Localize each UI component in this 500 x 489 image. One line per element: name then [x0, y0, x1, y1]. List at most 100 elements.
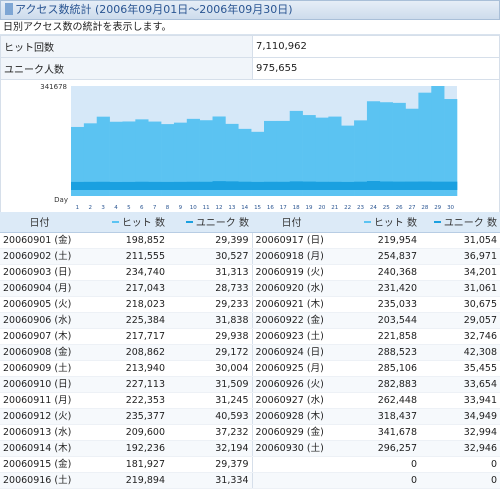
x-tick-label: 19: [306, 205, 313, 211]
date-cell: 20060919 (火): [252, 264, 331, 281]
hits-bar: [173, 122, 188, 196]
uniques-cell: 30,675: [420, 296, 500, 313]
hits-bar: [225, 123, 239, 196]
hits-cell: 219,894: [79, 472, 168, 489]
uniques-bar: [431, 181, 445, 190]
uniques-bar: [186, 181, 200, 190]
date-cell: 20060905 (火): [0, 296, 79, 313]
uniques-legend-icon: [185, 221, 193, 224]
summary-value: 975,655: [252, 57, 500, 80]
uniques-cell: 29,399: [168, 232, 253, 249]
hits-bar: [96, 116, 110, 196]
date-cell: 20060910 (日): [0, 376, 79, 393]
uniques-bar: [354, 181, 368, 190]
hits-cell: 217,043: [79, 280, 168, 297]
page-description: 日別アクセス数の統計を表示します。: [0, 20, 500, 35]
hits-cell: 211,555: [79, 248, 168, 265]
date-cell: [252, 472, 331, 489]
date-cell: 20060902 (土): [0, 248, 79, 265]
col-header-uniques: ユニーク 数: [420, 212, 500, 233]
date-cell: 20060916 (土): [0, 472, 79, 489]
date-cell: 20060913 (水): [0, 424, 79, 441]
hits-cell: 209,600: [79, 424, 168, 441]
uniques-bar: [379, 181, 393, 190]
uniques-cell: 32,194: [168, 440, 253, 457]
hits-bar: [122, 121, 136, 196]
uniques-bar: [212, 181, 226, 190]
uniques-cell: 0: [420, 456, 500, 473]
col-header-hits: ヒット 数: [79, 212, 168, 233]
uniques-bar: [366, 181, 381, 190]
x-tick-label: 23: [357, 205, 364, 211]
hits-cell: 221,858: [331, 328, 420, 345]
uniques-cell: 29,379: [168, 456, 253, 473]
uniques-bar: [392, 181, 406, 190]
hits-cell: 181,927: [79, 456, 168, 473]
hits-cell: 282,883: [331, 376, 420, 393]
table-row: 20060902 (土) 211,555 30,527 20060918 (月) 254…: [0, 248, 500, 265]
table-row: 20060910 (日) 227,113 31,509 20060926 (火) 282…: [0, 376, 500, 393]
table-row: 20060906 (水) 225,384 31,838 20060922 (金) 203…: [0, 312, 500, 329]
x-tick-label: 2: [89, 205, 93, 211]
uniques-cell: 31,334: [168, 472, 253, 489]
x-tick-label: 3: [101, 205, 105, 211]
uniques-bar: [173, 181, 188, 190]
x-tick-label: 14: [241, 205, 248, 211]
hits-bar: [405, 108, 419, 196]
hits-cell: 213,940: [79, 360, 168, 377]
hits-cell: 203,544: [331, 312, 420, 329]
table-row: 20060914 (木) 192,236 32,194 20060930 (土) 296…: [0, 440, 500, 457]
hits-cell: 288,523: [331, 344, 420, 361]
uniques-bar: [238, 181, 252, 190]
date-cell: 20060917 (日): [252, 232, 331, 249]
x-tick-label: 11: [203, 205, 210, 211]
date-cell: 20060918 (月): [252, 248, 331, 265]
uniques-bar: [148, 181, 162, 190]
hits-cell: 0: [331, 456, 420, 473]
uniques-cell: 31,313: [168, 264, 253, 281]
x-tick-label: 10: [190, 205, 197, 211]
uniques-cell: 33,941: [420, 392, 500, 409]
x-tick-label: 17: [280, 205, 287, 211]
hits-bar: [328, 116, 342, 196]
hits-bar: [135, 119, 149, 196]
hits-bar: [276, 120, 291, 196]
uniques-bar: [444, 181, 458, 190]
uniques-cell: 36,971: [420, 248, 500, 265]
hits-bar: [302, 115, 316, 196]
table-row: 20060907 (木) 217,717 29,938 20060923 (土) 221…: [0, 328, 500, 345]
uniques-cell: 0: [420, 472, 500, 489]
uniques-bar: [109, 181, 123, 190]
uniques-bar: [405, 181, 419, 190]
table-row: 20060903 (日) 234,740 31,313 20060919 (火) 240…: [0, 264, 500, 281]
table-row: 20060905 (火) 218,023 29,233 20060921 (木) 235…: [0, 296, 500, 313]
hits-cell: 225,384: [79, 312, 168, 329]
uniques-bar: [135, 181, 149, 190]
uniques-bar: [83, 181, 98, 190]
hits-cell: 227,113: [79, 376, 168, 393]
x-tick-label: 15: [254, 205, 261, 211]
x-tick-label: 25: [383, 205, 390, 211]
uniques-bar: [328, 181, 342, 190]
date-cell: 20060929 (金): [252, 424, 331, 441]
date-cell: 20060921 (木): [252, 296, 331, 313]
uniques-bar: [71, 181, 85, 190]
hits-cell: 341,678: [331, 424, 420, 441]
uniques-bar: [418, 181, 432, 190]
hits-cell: 0: [331, 472, 420, 489]
hits-bar: [238, 128, 252, 196]
date-cell: 20060923 (土): [252, 328, 331, 345]
x-tick-label: 20: [318, 205, 325, 211]
uniques-cell: 29,172: [168, 344, 253, 361]
uniques-bar: [315, 181, 329, 190]
table-row: 20060915 (金) 181,927 29,379 0 0: [0, 456, 500, 473]
table-row: 20060916 (土) 219,894 31,334 0 0: [0, 472, 500, 489]
summary-table: ヒット回数 7,110,962 ユニーク人数 975,655: [0, 35, 500, 80]
uniques-bar: [302, 181, 316, 190]
col-header-hits: ヒット 数: [331, 212, 420, 233]
x-tick-label: 18: [293, 205, 300, 211]
date-cell: 20060927 (水): [252, 392, 331, 409]
summary-value: 7,110,962: [252, 35, 500, 58]
uniques-cell: 34,201: [420, 264, 500, 281]
date-cell: 20060901 (金): [0, 232, 79, 249]
